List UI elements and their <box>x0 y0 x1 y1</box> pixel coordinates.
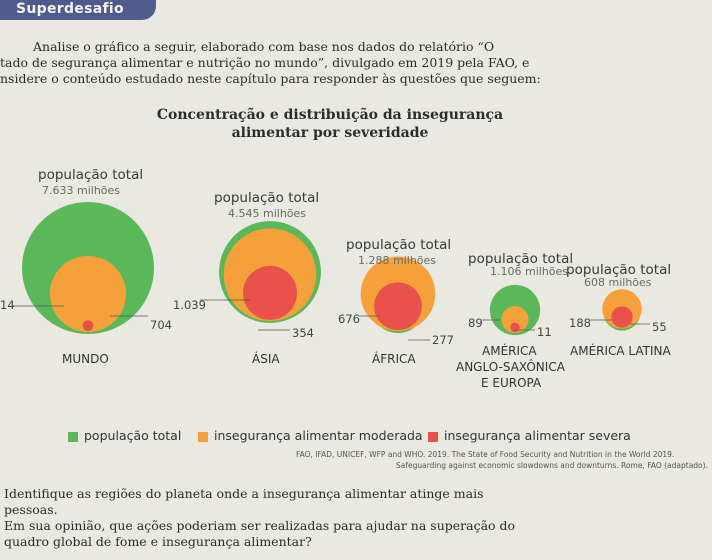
africa-pop-title: população total <box>346 237 452 253</box>
question-line-3: Em sua opinião, que ações poderiam ser r… <box>4 518 516 533</box>
latam-pop-title: população total <box>566 262 672 278</box>
region-label-anglo-line-2: ANGLO-SAXÔNICA <box>456 360 565 374</box>
legend-swatch-moderate <box>198 431 208 442</box>
intro-line-3: nsidere o conteúdo estudado neste capítu… <box>0 71 541 86</box>
bubble-severe--frica <box>374 282 422 331</box>
intro-line-2: tado de segurança alimentar e nutrição n… <box>0 55 530 70</box>
source-line-2: Safeguarding against economic slowdowns … <box>396 461 708 470</box>
legend-item-severe: insegurança alimentar severa <box>428 428 631 443</box>
legend-swatch-total <box>68 431 78 442</box>
bubble-chart <box>12 202 650 341</box>
legend-label-total: população total <box>84 428 182 443</box>
bubble-severe-mundo <box>82 320 94 331</box>
region-label-latam: AMÉRICA LATINA <box>570 344 671 358</box>
asia-moderate-label: 1.039 <box>173 298 206 312</box>
africa-pop-value: 1.288 milhões <box>358 254 437 267</box>
legend-swatch-severe <box>428 431 438 442</box>
bubble-severe-am-rica-latina <box>611 306 633 328</box>
world-severe-label: 14 <box>0 298 15 312</box>
anglo-pop-value: 1.106 milhões <box>490 265 569 278</box>
bubble-severe--sia <box>242 265 298 320</box>
anglo-pop-title: população total <box>468 251 574 267</box>
chart-title-line-2: alimentar por severidade <box>231 125 429 141</box>
latam-severe-label: 55 <box>652 320 667 334</box>
chart-title-line-1: Concentração e distribuição da inseguran… <box>156 107 504 123</box>
latam-pop-value: 608 milhões <box>584 276 652 289</box>
question-line-2: pessoas. <box>4 502 58 517</box>
bubble-moderate-am-rica-anglo-sax-nica-e-europa <box>501 306 529 334</box>
section-header-title: Superdesafio <box>16 1 124 17</box>
world-pop-value: 7.633 milhões <box>42 184 121 197</box>
asia-pop-title: população total <box>214 190 320 206</box>
region-label-mundo: MUNDO <box>62 352 109 366</box>
anglo-severe-label: 11 <box>537 325 552 339</box>
section-header-tab: Superdesafio <box>0 0 156 20</box>
latam-moderate-label: 188 <box>569 316 591 330</box>
africa-severe-label: 277 <box>432 333 454 347</box>
world-pop-title: população total <box>38 167 144 183</box>
question-line-1: Identifique as regiões do planeta onde a… <box>4 486 484 501</box>
intro-line-1: Analise o gráfico a seguir, elaborado co… <box>33 39 495 54</box>
region-label-africa: ÁFRICA <box>372 352 416 366</box>
legend-item-total: população total <box>68 428 181 443</box>
anglo-moderate-label: 89 <box>468 316 483 330</box>
asia-severe-label: 354 <box>292 326 314 340</box>
africa-moderate-label: 676 <box>338 312 360 326</box>
bubble-moderate-mundo <box>49 255 127 332</box>
region-label-anglo-line-3: E EUROPA <box>481 376 542 390</box>
legend-label-moderate: insegurança alimentar moderada <box>214 428 423 443</box>
legend-item-moderate: insegurança alimentar moderada <box>198 428 423 443</box>
question-line-4: quadro global de fome e insegurança alim… <box>4 534 312 549</box>
legend-label-severe: insegurança alimentar severa <box>444 428 631 443</box>
bubble-severe-am-rica-anglo-sax-nica-e-europa <box>510 322 520 333</box>
world-moderate-label: 704 <box>150 318 172 332</box>
source-line-1: FAO, IFAD, UNICEF, WFP and WHO. 2019. Th… <box>296 450 675 459</box>
region-label-asia: ÁSIA <box>252 352 280 366</box>
region-label-anglo-line-1: AMÉRICA <box>482 344 537 358</box>
asia-pop-value: 4.545 milhões <box>228 207 307 220</box>
